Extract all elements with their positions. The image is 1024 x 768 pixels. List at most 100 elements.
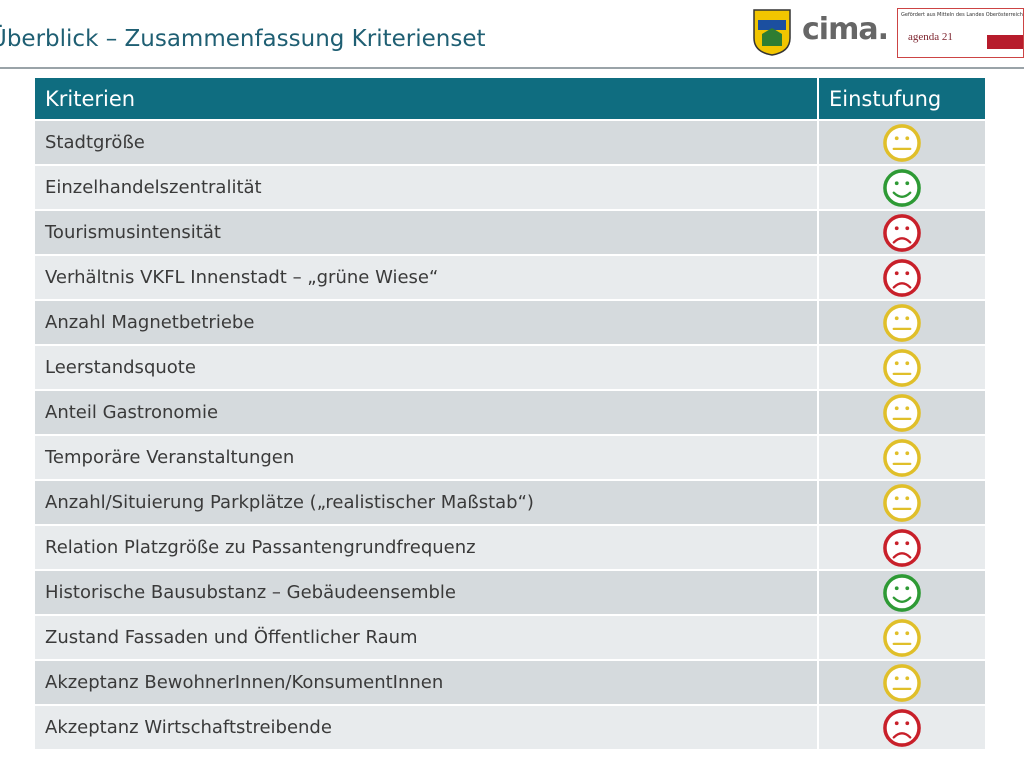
rating-cell <box>817 569 985 615</box>
table-row: Relation Platzgröße zu Passantengrundfre… <box>35 524 985 570</box>
criterion: Anzahl/Situierung Parkplätze („realistis… <box>35 479 818 525</box>
rating-cell <box>817 524 985 570</box>
eye <box>905 405 910 410</box>
criterion: Tourismusintensität <box>35 209 818 255</box>
rating-cell <box>817 434 985 480</box>
eye <box>905 540 910 545</box>
eye <box>905 495 910 500</box>
eye <box>905 315 910 320</box>
eye <box>905 720 910 725</box>
table-row: Tourismusintensität <box>35 209 985 255</box>
eye <box>905 225 910 230</box>
criteria-table: Kriterien Einstufung Stadtgröße Einzelhan… <box>35 78 985 749</box>
rating-cell <box>817 614 985 660</box>
rating-cell <box>817 479 985 525</box>
criterion: Zustand Fassaden und Öffentlicher Raum <box>35 614 818 660</box>
eye <box>894 270 899 275</box>
table-row: Anzahl Magnetbetriebe <box>35 299 985 345</box>
face <box>883 303 921 342</box>
criterion: Anteil Gastronomie <box>35 389 818 435</box>
rating-cell <box>817 659 985 705</box>
header-rule <box>0 67 1024 69</box>
rating-smiley <box>883 168 921 207</box>
eye <box>894 585 899 590</box>
table-row: Einzelhandelszentralität <box>35 164 985 210</box>
rating-cell <box>817 704 985 749</box>
eye <box>894 360 899 365</box>
rating-cell <box>817 344 985 390</box>
criterion: Relation Platzgröße zu Passantengrundfre… <box>35 524 818 570</box>
eye <box>894 630 899 635</box>
table-row: Zustand Fassaden und Öffentlicher Raum <box>35 614 985 660</box>
eye <box>905 675 910 680</box>
criterion: Akzeptanz BewohnerInnen/KonsumentInnen <box>35 659 818 705</box>
slide-title: Überblick – Zusammenfassung Kriterienset <box>0 26 486 52</box>
criterion: Historische Bausubstanz – Gebäudeensembl… <box>35 569 818 615</box>
face <box>883 663 921 702</box>
criterion: Temporäre Veranstaltungen <box>35 434 818 480</box>
rating-cell <box>817 209 985 255</box>
eye <box>894 135 899 140</box>
mouth <box>892 281 912 289</box>
rating-smiley <box>883 528 921 567</box>
eye <box>894 180 899 185</box>
eye <box>905 360 910 365</box>
table-row: Historische Bausubstanz – Gebäudeensembl… <box>35 569 985 615</box>
rating-cell <box>817 119 985 165</box>
eye <box>905 585 910 590</box>
face <box>883 258 921 297</box>
cima-logo: cima. <box>802 12 889 47</box>
criterion: Verhältnis VKFL Innenstadt – „grüne Wies… <box>35 254 818 300</box>
eye <box>894 450 899 455</box>
rating-smiley <box>883 438 921 477</box>
mouth <box>892 551 912 559</box>
rating-smiley <box>883 258 921 297</box>
mouth <box>892 236 912 244</box>
rating-smiley <box>883 663 921 702</box>
eye <box>905 450 910 455</box>
mouth <box>892 596 912 603</box>
rating-smiley <box>883 393 921 432</box>
eye <box>894 720 899 725</box>
face <box>883 348 921 387</box>
column-header: Kriterien <box>35 78 818 120</box>
face <box>883 708 921 747</box>
face <box>883 483 921 522</box>
eye <box>905 270 910 275</box>
criterion: Stadtgröße <box>35 119 818 165</box>
eye <box>905 180 910 185</box>
face <box>883 213 921 252</box>
header-row: Kriterien Einstufung <box>35 78 985 120</box>
table-row: Anteil Gastronomie <box>35 389 985 435</box>
rating-smiley <box>883 573 921 612</box>
crest <box>753 9 791 56</box>
eye <box>894 405 899 410</box>
funding-note: Gefördert aus Mitteln des Landes Oberöst… <box>901 12 1023 18</box>
rating-smiley <box>883 708 921 747</box>
logos: cima. Gefördert aus Mitteln des Landes O… <box>752 6 1024 60</box>
rating-smiley <box>883 483 921 522</box>
rating-cell <box>817 164 985 210</box>
eye <box>905 630 910 635</box>
table-row: Akzeptanz BewohnerInnen/KonsumentInnen <box>35 659 985 705</box>
face <box>883 168 921 207</box>
eye <box>894 675 899 680</box>
eye <box>905 135 910 140</box>
table-row: Stadtgröße <box>35 119 985 165</box>
criterion: Anzahl Magnetbetriebe <box>35 299 818 345</box>
funding-logo: Gefördert aus Mitteln des Landes Oberöst… <box>897 8 1024 58</box>
face <box>883 393 921 432</box>
face <box>883 438 921 477</box>
eye <box>894 315 899 320</box>
eye <box>894 225 899 230</box>
criterion: Akzeptanz Wirtschaftstreibende <box>35 704 818 749</box>
face <box>883 528 921 567</box>
column-header: Einstufung <box>817 78 985 120</box>
table-row: Verhältnis VKFL Innenstadt – „grüne Wies… <box>35 254 985 300</box>
mouth <box>892 191 912 198</box>
ooe-badge <box>987 35 1023 49</box>
eye <box>894 540 899 545</box>
table-row: Temporäre Veranstaltungen <box>35 434 985 480</box>
criterion: Einzelhandelszentralität <box>35 164 818 210</box>
